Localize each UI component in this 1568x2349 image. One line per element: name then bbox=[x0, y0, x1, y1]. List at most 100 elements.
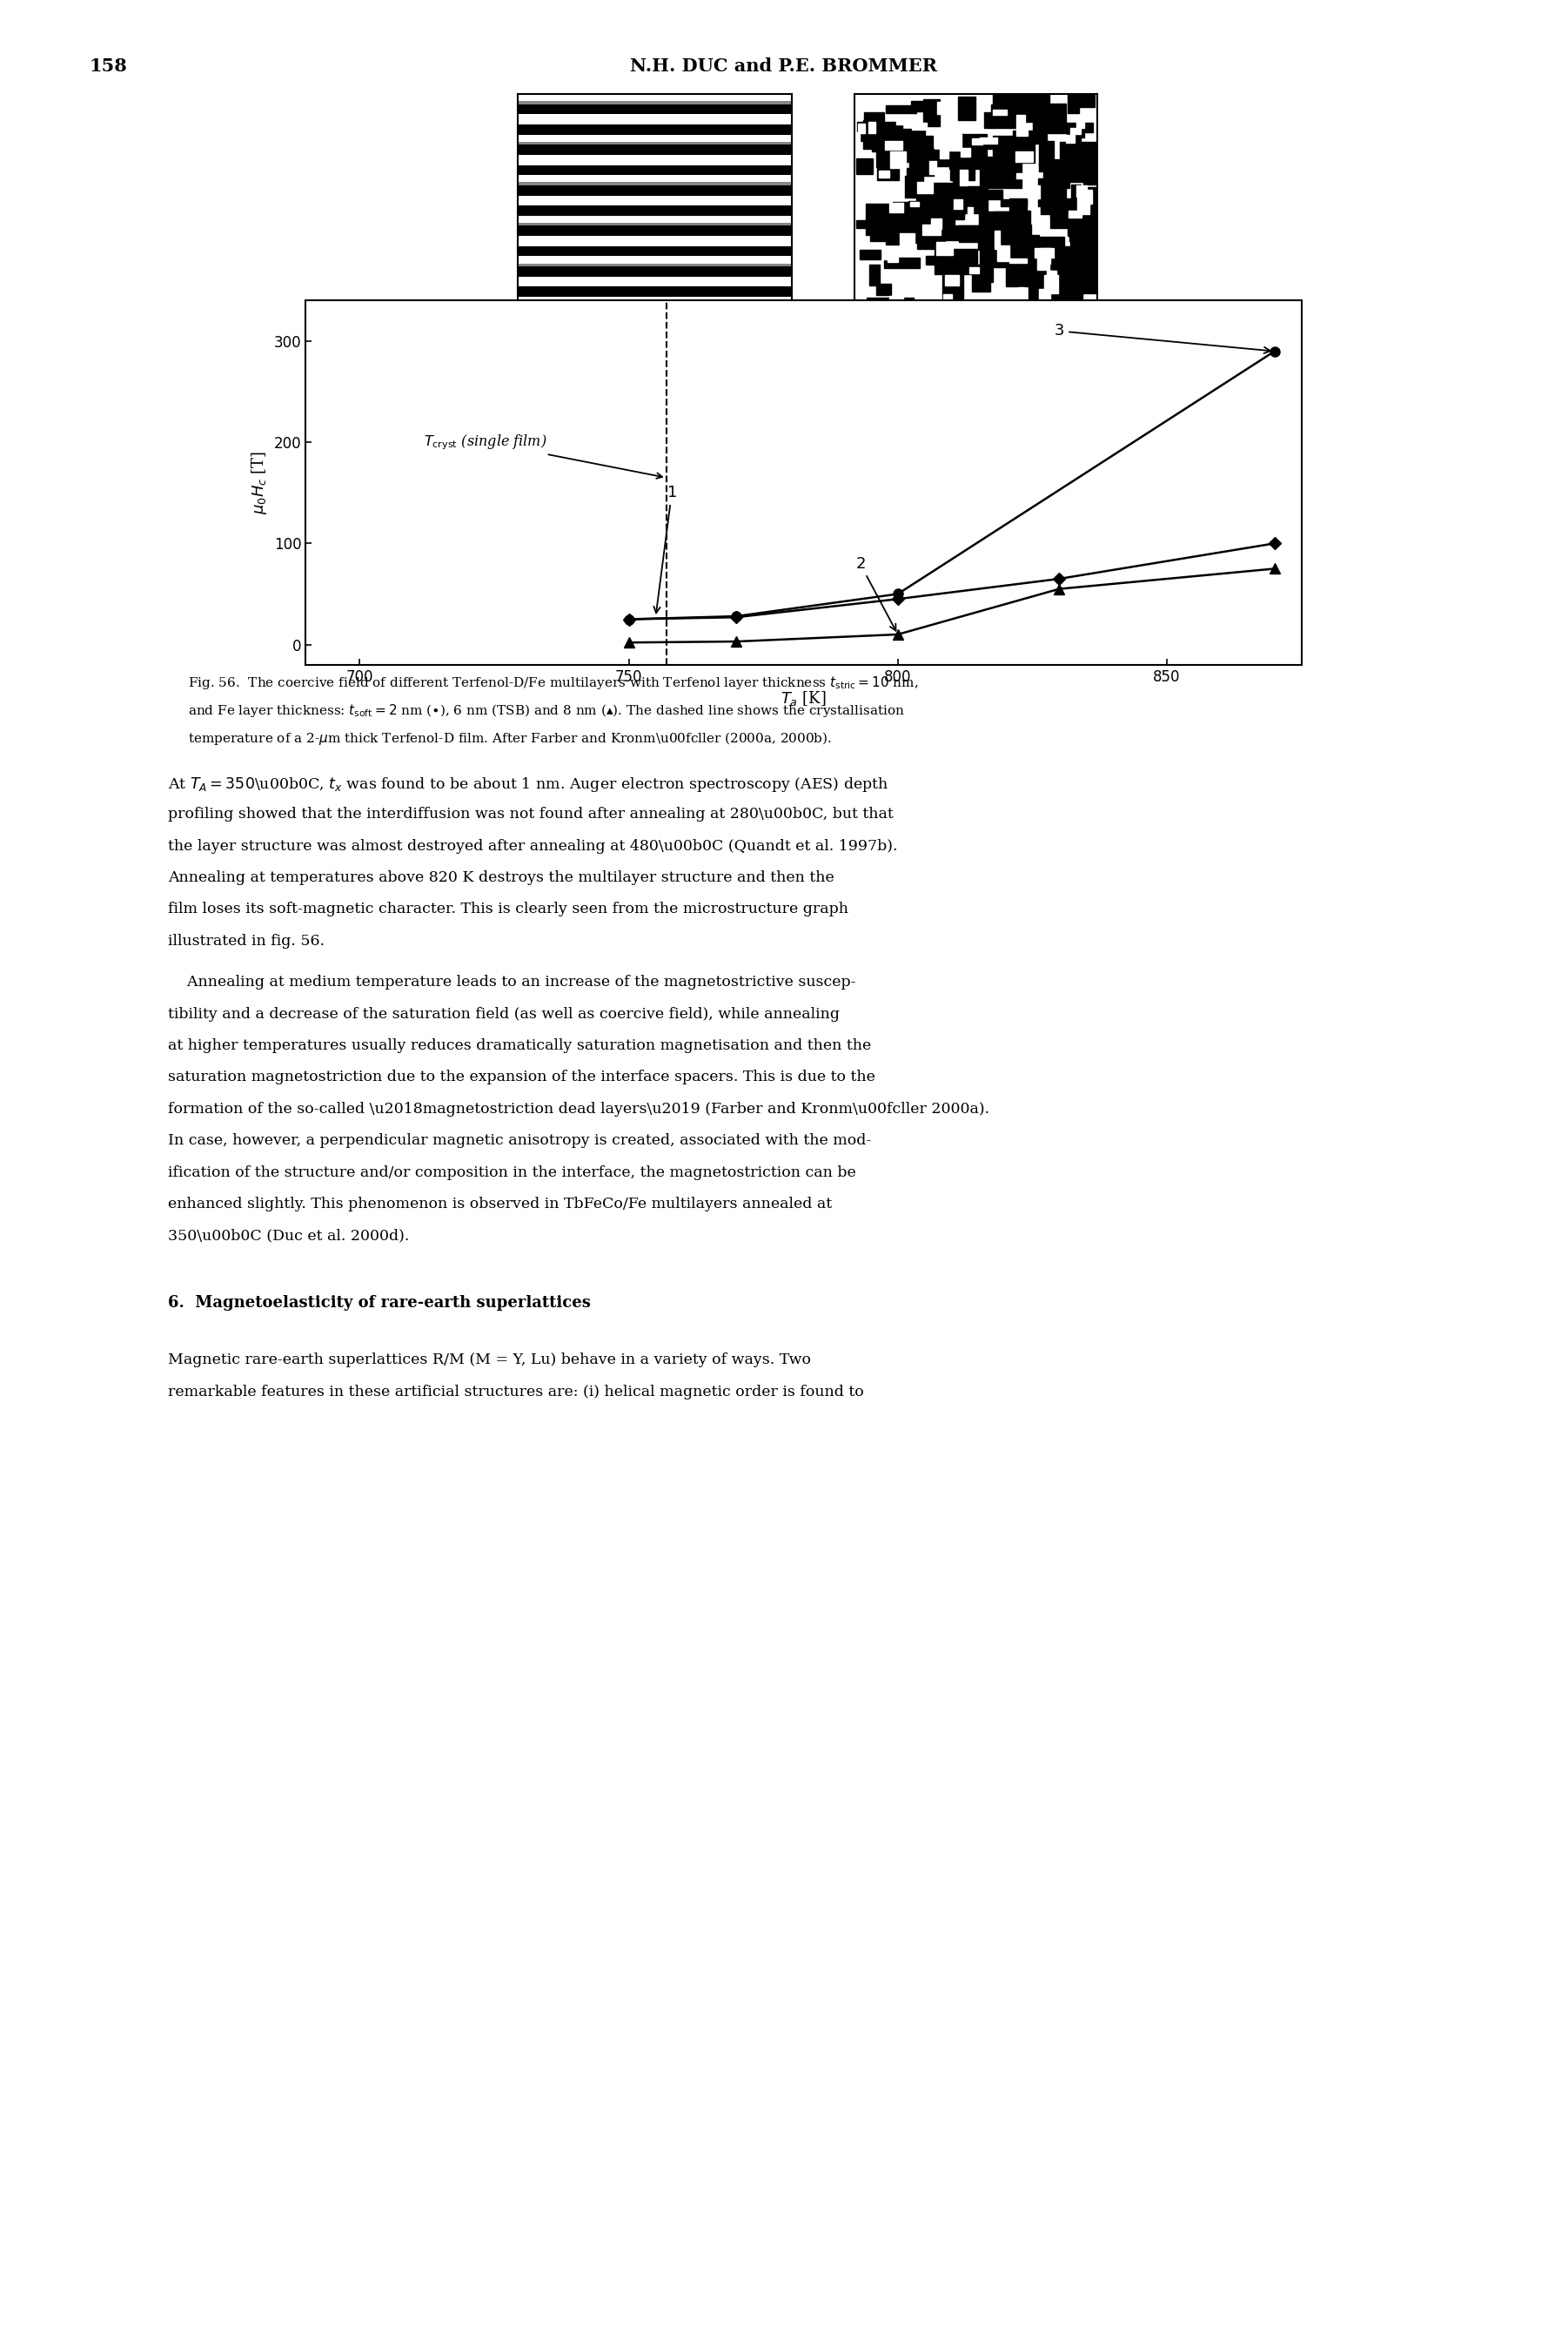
Bar bbox=[900, 204, 914, 216]
Bar bbox=[1016, 115, 1025, 124]
Bar bbox=[969, 268, 978, 272]
Bar bbox=[858, 122, 903, 141]
Bar bbox=[872, 127, 898, 153]
Bar bbox=[931, 218, 942, 228]
Bar bbox=[877, 141, 906, 167]
Bar bbox=[942, 272, 963, 303]
Bar bbox=[858, 124, 866, 134]
Bar bbox=[935, 249, 977, 275]
Bar bbox=[1035, 186, 1040, 197]
Bar bbox=[980, 249, 1019, 256]
Bar bbox=[855, 132, 861, 146]
Bar bbox=[950, 167, 975, 181]
Bar bbox=[917, 303, 946, 317]
Bar bbox=[1016, 124, 1027, 136]
Text: profiling showed that the interdiffusion was not found after annealing at 280\u0: profiling showed that the interdiffusion… bbox=[168, 806, 894, 822]
Bar bbox=[517, 303, 792, 308]
Bar bbox=[1047, 270, 1057, 289]
Bar bbox=[1041, 197, 1065, 214]
Bar bbox=[517, 235, 792, 247]
Bar bbox=[980, 211, 1024, 221]
Bar bbox=[983, 221, 994, 247]
Bar bbox=[517, 103, 792, 115]
Text: At $T_A = 350$\u00b0C, $t_x$ was found to be about 1 nm. Auger electron spectros: At $T_A = 350$\u00b0C, $t_x$ was found t… bbox=[168, 775, 889, 794]
Bar bbox=[1065, 249, 1091, 275]
Bar bbox=[961, 134, 986, 164]
Bar bbox=[856, 221, 884, 228]
Text: $\mathit{2}$: $\mathit{2}$ bbox=[855, 557, 895, 632]
Bar bbox=[1076, 186, 1087, 197]
Bar bbox=[958, 96, 975, 120]
Bar bbox=[1068, 82, 1079, 113]
Bar bbox=[953, 157, 964, 190]
Bar bbox=[878, 153, 900, 181]
Bar bbox=[864, 120, 875, 148]
Bar bbox=[517, 186, 792, 195]
Text: enhanced slightly. This phenomenon is observed in TbFeCo/Fe multilayers annealed: enhanced slightly. This phenomenon is ob… bbox=[168, 1196, 831, 1212]
Bar bbox=[1080, 228, 1096, 258]
Bar bbox=[994, 230, 1000, 249]
Bar bbox=[991, 235, 1038, 268]
Bar bbox=[1013, 132, 1047, 143]
Bar bbox=[517, 296, 792, 308]
Bar bbox=[1079, 190, 1093, 204]
Bar bbox=[517, 115, 792, 124]
Bar bbox=[856, 157, 873, 174]
Bar bbox=[1044, 275, 1058, 294]
Bar bbox=[517, 141, 792, 146]
Text: film loses its soft-magnetic character. This is clearly seen from the microstruc: film loses its soft-magnetic character. … bbox=[168, 902, 848, 916]
Bar bbox=[933, 150, 975, 167]
Bar bbox=[1076, 120, 1083, 127]
Bar bbox=[873, 183, 891, 202]
Text: 350\u00b0C (Duc et al. 2000d).: 350\u00b0C (Duc et al. 2000d). bbox=[168, 1229, 409, 1243]
Bar bbox=[517, 176, 792, 186]
Bar bbox=[1049, 254, 1085, 282]
Bar bbox=[924, 99, 939, 127]
Bar bbox=[994, 230, 1030, 256]
Bar bbox=[980, 136, 997, 143]
Bar bbox=[993, 136, 1035, 162]
Bar bbox=[925, 200, 964, 218]
Bar bbox=[1010, 197, 1027, 218]
Bar bbox=[869, 265, 880, 287]
Bar bbox=[980, 235, 1007, 265]
Bar bbox=[1074, 188, 1110, 214]
Bar bbox=[1040, 162, 1076, 171]
Text: formation of the so-called \u2018magnetostriction dead layers\u2019 (Farber and : formation of the so-called \u2018magneto… bbox=[168, 1102, 989, 1116]
Text: temperature of a 2-$\mu$m thick Terfenol-D film. After Farber and Kronm\u00fclle: temperature of a 2-$\mu$m thick Terfenol… bbox=[188, 731, 833, 747]
Bar bbox=[1044, 160, 1069, 188]
Text: the layer structure was almost destroyed after annealing at 480\u00b0C (Quandt e: the layer structure was almost destroyed… bbox=[168, 839, 897, 853]
Bar bbox=[906, 214, 938, 242]
Y-axis label: $\mu_0H_c$ [T]: $\mu_0H_c$ [T] bbox=[249, 451, 270, 514]
Text: In case, however, a perpendicular magnetic anisotropy is created, associated wit: In case, however, a perpendicular magnet… bbox=[168, 1132, 872, 1149]
Bar bbox=[982, 268, 993, 282]
Bar bbox=[1033, 308, 1040, 315]
Text: Annealing at temperatures above 820 K destroys the multilayer structure and then: Annealing at temperatures above 820 K de… bbox=[168, 869, 834, 886]
Bar bbox=[891, 150, 906, 167]
Bar bbox=[950, 148, 980, 169]
Bar bbox=[997, 244, 1008, 261]
Bar bbox=[944, 275, 958, 284]
Bar bbox=[1060, 143, 1101, 174]
Bar bbox=[941, 226, 985, 240]
Bar bbox=[867, 298, 913, 308]
Bar bbox=[1038, 141, 1054, 164]
Bar bbox=[1041, 291, 1051, 308]
Text: N.H. DUC and P.E. BROMMER: N.H. DUC and P.E. BROMMER bbox=[630, 59, 938, 75]
Bar bbox=[939, 186, 988, 214]
Text: 6.  Magnetoelasticity of rare-earth superlattices: 6. Magnetoelasticity of rare-earth super… bbox=[168, 1294, 591, 1311]
Bar bbox=[892, 303, 906, 312]
Bar bbox=[1071, 183, 1080, 218]
Bar bbox=[884, 258, 919, 268]
Bar bbox=[1004, 226, 1032, 258]
Bar bbox=[924, 186, 953, 214]
Bar bbox=[967, 190, 1002, 200]
Bar bbox=[517, 155, 792, 164]
Bar bbox=[917, 181, 933, 193]
X-axis label: $T_a$ [K]: $T_a$ [K] bbox=[781, 691, 826, 707]
Bar bbox=[1052, 282, 1083, 310]
Bar bbox=[911, 122, 927, 129]
Bar bbox=[1040, 289, 1051, 301]
Bar bbox=[960, 226, 994, 242]
Bar bbox=[517, 308, 792, 317]
